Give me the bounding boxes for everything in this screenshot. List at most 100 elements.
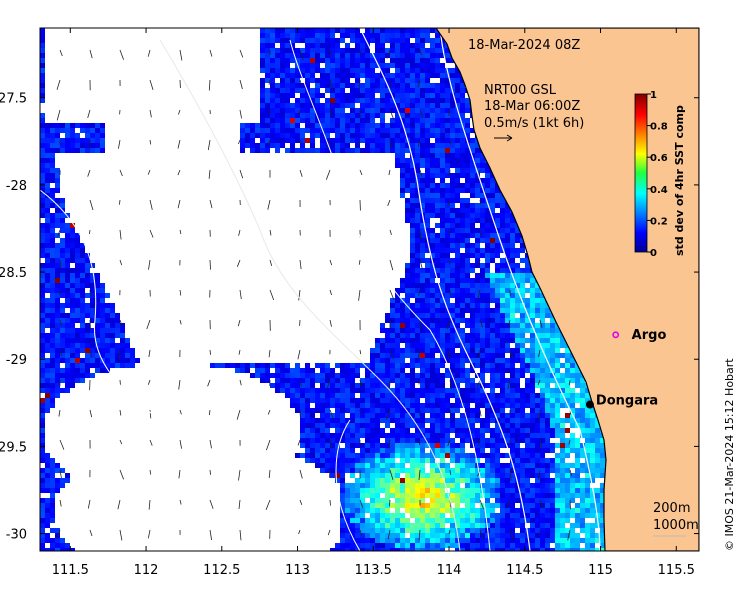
sst-pixel — [445, 483, 450, 488]
sst-pixel — [405, 508, 410, 513]
sst-pixel — [400, 318, 405, 323]
sst-pixel — [535, 293, 540, 298]
sst-pixel — [60, 123, 65, 128]
sst-pixel — [100, 313, 105, 318]
sst-pixel — [330, 423, 335, 428]
sst-pixel — [495, 253, 500, 258]
sst-pixel — [545, 368, 550, 373]
sst-pixel — [390, 398, 395, 403]
sst-pixel — [285, 103, 290, 108]
sst-pixel — [275, 383, 280, 388]
sst-pixel — [425, 313, 430, 318]
sst-pixel — [490, 523, 495, 528]
sst-pixel — [340, 408, 345, 413]
sst-pixel — [285, 118, 290, 123]
sst-pixel — [415, 78, 420, 83]
sst-pixel — [505, 208, 510, 213]
sst-pixel — [240, 368, 245, 373]
sst-pixel — [320, 383, 325, 388]
sst-pixel — [395, 158, 400, 163]
current-arrow — [146, 319, 151, 330]
sst-pixel — [430, 493, 435, 498]
sst-pixel — [310, 128, 315, 133]
sst-pixel — [285, 48, 290, 53]
sst-pixel — [415, 68, 420, 73]
sst-pixel — [570, 448, 575, 453]
sst-pixel — [455, 428, 460, 433]
sst-pixel — [525, 428, 530, 433]
sst-pixel — [545, 438, 550, 443]
sst-pixel — [455, 158, 460, 163]
sst-pixel — [490, 203, 495, 208]
sst-pixel — [475, 438, 480, 443]
sst-pixel — [265, 108, 270, 113]
sst-pixel — [460, 513, 465, 518]
sst-pixel — [385, 388, 390, 393]
sst-pixel — [340, 148, 345, 153]
sst-pixel — [90, 273, 95, 278]
sst-pixel — [250, 138, 255, 143]
sst-pixel — [315, 373, 320, 378]
sst-pixel — [315, 388, 320, 393]
sst-pixel — [350, 28, 355, 33]
sst-pixel — [340, 83, 345, 88]
current-arrow — [329, 259, 333, 266]
sst-pixel — [325, 403, 330, 408]
sst-pixel — [445, 153, 450, 158]
sst-pixel — [60, 543, 65, 548]
sst-pixel — [325, 73, 330, 78]
sst-pixel — [525, 423, 530, 428]
sst-pixel — [510, 528, 515, 533]
sst-pixel — [300, 63, 305, 68]
sst-pixel — [355, 38, 360, 43]
sst-pixel — [350, 448, 355, 453]
sst-pixel — [325, 373, 330, 378]
sst-pixel — [380, 518, 385, 523]
sst-pixel — [240, 128, 245, 133]
sst-pixel — [480, 233, 485, 238]
sst-pixel — [525, 543, 530, 548]
sst-pixel — [555, 433, 560, 438]
sst-pixel — [50, 273, 55, 278]
sst-pixel — [475, 358, 480, 363]
sst-pixel — [390, 333, 395, 338]
sst-pixel — [395, 493, 400, 498]
sst-pixel — [525, 418, 530, 423]
sst-pixel — [545, 428, 550, 433]
sst-pixel — [70, 133, 75, 138]
sst-pixel — [435, 398, 440, 403]
sst-pixel — [370, 493, 375, 498]
sst-pixel — [465, 423, 470, 428]
sst-pixel — [370, 543, 375, 548]
sst-pixel — [65, 338, 70, 343]
sst-pixel — [495, 223, 500, 228]
sst-pixel — [575, 543, 580, 548]
sst-pixel — [580, 433, 585, 438]
sst-pixel — [415, 328, 420, 333]
sst-pixel — [80, 368, 85, 373]
sst-pixel — [495, 438, 500, 443]
sst-pixel — [460, 263, 465, 268]
sst-pixel — [500, 263, 505, 268]
sst-pixel — [390, 413, 395, 418]
sst-pixel — [410, 143, 415, 148]
sst-pixel — [260, 143, 265, 148]
sst-pixel — [425, 273, 430, 278]
sst-pixel — [425, 353, 430, 358]
sst-pixel — [315, 43, 320, 48]
sst-pixel — [75, 248, 80, 253]
sst-pixel — [370, 463, 375, 468]
sst-pixel — [470, 178, 475, 183]
sst-pixel — [445, 163, 450, 168]
sst-pixel — [425, 323, 430, 328]
sst-pixel — [100, 138, 105, 143]
sst-pixel — [60, 258, 65, 263]
sst-pixel — [305, 368, 310, 373]
sst-pixel — [50, 313, 55, 318]
sst-pixel — [510, 323, 515, 328]
current-arrow — [149, 79, 154, 91]
sst-pixel — [45, 268, 50, 273]
sst-pixel — [455, 378, 460, 383]
sst-pixel — [440, 513, 445, 518]
sst-pixel — [425, 153, 430, 158]
